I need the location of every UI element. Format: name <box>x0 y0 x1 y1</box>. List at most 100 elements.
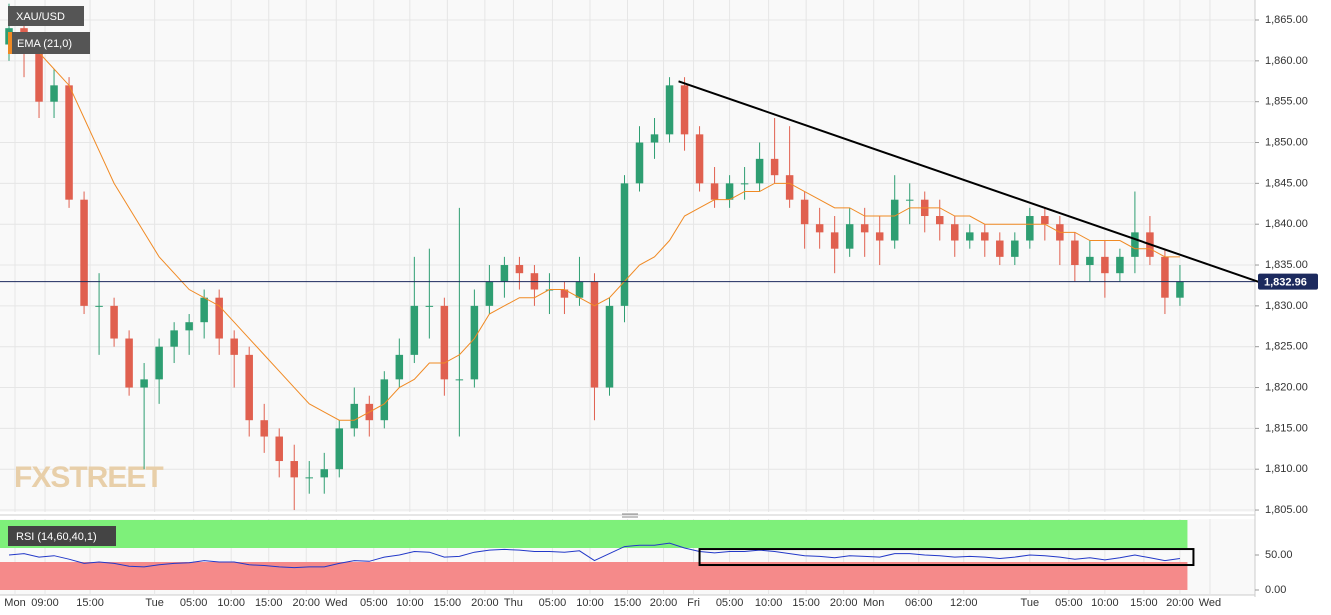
candle-body <box>170 330 178 347</box>
candle-body <box>80 199 88 306</box>
candle-body <box>785 175 794 200</box>
candle-body <box>935 216 944 225</box>
candle-body <box>951 224 959 241</box>
candle-body <box>560 289 569 298</box>
x-tick-label: 15:00 <box>76 597 104 609</box>
candle-body <box>695 134 704 184</box>
legend-box <box>8 6 84 26</box>
candle-body <box>65 85 73 200</box>
x-tick-label: 05:00 <box>180 597 208 609</box>
x-tick-label: 15:00 <box>614 597 642 609</box>
candle-body <box>50 85 58 102</box>
x-tick-label: 10:00 <box>576 597 604 609</box>
candle-body <box>110 305 118 339</box>
candle-body <box>1011 240 1019 257</box>
overbought-zone <box>0 520 1188 548</box>
candle-body <box>605 305 614 388</box>
candle-body <box>215 297 223 339</box>
y-tick-label: 50.00 <box>1265 549 1293 561</box>
candle-body <box>470 305 479 380</box>
y-tick-label: 1,840.00 <box>1265 218 1308 230</box>
x-tick-label: 20:00 <box>650 597 678 609</box>
legend-label: XAU/USD <box>16 11 65 23</box>
x-tick-label: 10:00 <box>755 597 783 609</box>
candle-body <box>635 142 644 184</box>
candle-body <box>1041 216 1049 225</box>
candle-body <box>1101 256 1109 274</box>
legend-box <box>8 32 90 54</box>
candle-body <box>1086 256 1094 266</box>
candle-body <box>890 199 899 241</box>
candle-body <box>590 281 599 388</box>
x-tick-label: 05:00 <box>1055 597 1083 609</box>
candle-body <box>996 240 1004 257</box>
candle-body <box>875 232 884 241</box>
candle-body <box>395 354 404 380</box>
candle-body <box>200 297 208 323</box>
candle-body <box>575 281 584 298</box>
x-tick-label: 20:00 <box>830 597 858 609</box>
candle-body <box>905 199 914 201</box>
candle-body <box>35 52 43 102</box>
legend-label: RSI (14,60,40,1) <box>16 531 97 543</box>
x-tick-label: 15:00 <box>434 597 462 609</box>
candle-body <box>230 338 238 355</box>
y-tick-label: 1,860.00 <box>1265 55 1308 67</box>
candle-body <box>155 346 163 380</box>
y-tick-label: 1,865.00 <box>1265 14 1308 26</box>
candle-body <box>305 477 313 479</box>
candle-body <box>665 85 674 135</box>
x-tick-label: Wed <box>1199 597 1221 609</box>
candle-body <box>335 428 344 470</box>
candle-body <box>350 403 359 429</box>
candle-body <box>650 134 659 143</box>
x-tick-label: 05:00 <box>539 597 567 609</box>
candle-body <box>845 224 854 249</box>
candle-body <box>245 354 253 421</box>
candle-body <box>830 232 839 249</box>
ema-line <box>8 35 1180 421</box>
y-tick-label: 1,850.00 <box>1265 136 1308 148</box>
candle-body <box>981 232 989 241</box>
x-tick-label: 20:00 <box>1166 597 1194 609</box>
candle-body <box>410 305 419 355</box>
candle-body <box>725 183 734 200</box>
x-tick-label: 10:00 <box>217 597 245 609</box>
x-tick-label: 05:00 <box>360 597 388 609</box>
candle-body <box>1116 256 1124 274</box>
candle-body <box>95 305 103 307</box>
y-tick-label: 1,815.00 <box>1265 422 1308 434</box>
rsi-line <box>8 542 1181 569</box>
y-tick-label: 1,825.00 <box>1265 341 1308 353</box>
x-tick-label: 15:00 <box>1130 597 1158 609</box>
candle-body <box>860 224 869 233</box>
legend-label: EMA (21,0) <box>17 38 72 50</box>
x-tick-label: 06:00 <box>905 597 933 609</box>
x-tick-label: 09:00 <box>31 597 59 609</box>
x-tick-label: Tue <box>145 597 164 609</box>
x-tick-label: 20:00 <box>292 597 320 609</box>
candle-body <box>425 305 434 307</box>
y-tick-label: 0.00 <box>1265 584 1286 596</box>
candle-body <box>260 420 268 437</box>
candle-body <box>140 379 148 388</box>
candle-body <box>455 379 464 381</box>
x-tick-label: Mon <box>863 597 884 609</box>
legend-box <box>8 526 116 546</box>
x-tick-label: Mon <box>4 597 25 609</box>
rsi-box <box>698 548 1195 567</box>
x-tick-label: Wed <box>325 597 347 609</box>
last-price-tag <box>1258 273 1318 290</box>
x-tick-label: 12:00 <box>950 597 978 609</box>
y-tick-label: 1,855.00 <box>1265 96 1308 108</box>
y-tick-label: 1,820.00 <box>1265 381 1308 393</box>
candle-body <box>966 232 974 241</box>
candle-body <box>620 183 629 306</box>
candle-body <box>440 305 449 380</box>
candle-body <box>1026 216 1034 241</box>
candle-body <box>380 379 389 421</box>
candle-body <box>290 461 298 478</box>
candle-body <box>275 436 283 462</box>
x-tick-label: Thu <box>504 597 523 609</box>
